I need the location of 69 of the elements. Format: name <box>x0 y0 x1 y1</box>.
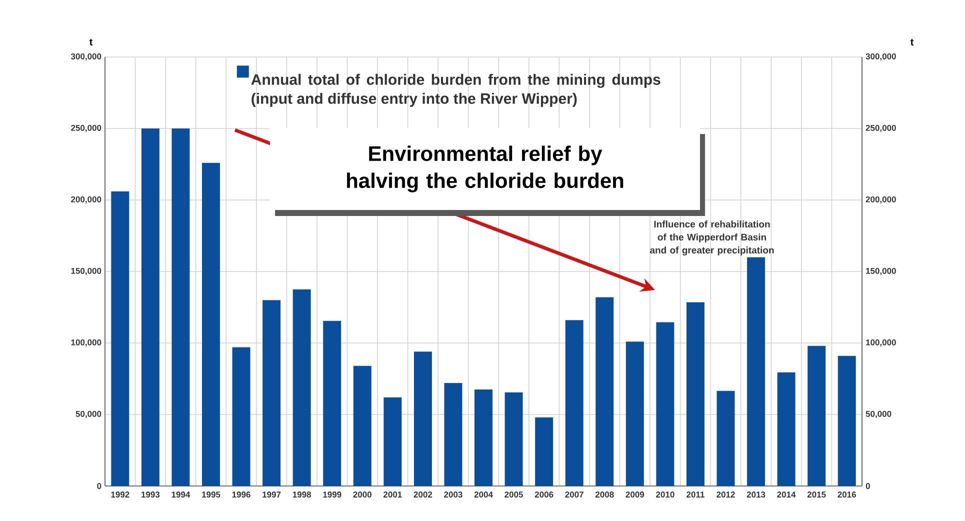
bar <box>444 383 462 486</box>
bar <box>626 342 644 486</box>
bar <box>716 390 735 486</box>
annotation: Influence of rehabilitation of the Wipperdorf Basin and of greater precipitation <box>650 220 774 256</box>
x-tick-label: 2008 <box>595 492 614 498</box>
bar <box>474 389 493 486</box>
bar <box>596 297 614 486</box>
bar <box>565 320 584 486</box>
y2-tick-label: 100,000 <box>866 339 896 347</box>
annotation: Environmental relief by halving the chloride burden <box>347 146 624 192</box>
x-tick-label: 1992 <box>111 492 130 498</box>
x-tick-label: 1993 <box>141 492 160 498</box>
x-tick-label: 2016 <box>838 492 856 498</box>
x-tick-label: 2006 <box>534 492 554 498</box>
y-tick-label: 250,000 <box>71 124 102 132</box>
bar <box>323 320 342 486</box>
y-axis-title: t <box>89 38 93 46</box>
bar <box>504 392 523 486</box>
bar <box>777 372 796 486</box>
x-tick-label: 2014 <box>777 492 796 498</box>
legend-label: Annual total of chloride burden from the mining dumps (input and diffuse entry into the River Wipper) <box>251 74 660 107</box>
bar <box>292 289 311 486</box>
x-tick-label: 1999 <box>323 492 342 498</box>
bar <box>686 302 704 486</box>
bar <box>838 356 856 486</box>
bar <box>111 191 130 486</box>
x-tick-label: 2002 <box>414 492 432 498</box>
x-tick-label: 1996 <box>232 492 250 498</box>
x-tick-label: 2007 <box>565 492 584 498</box>
bar <box>535 417 554 486</box>
y2-tick-label: 50,000 <box>866 410 892 418</box>
y2-tick-label: 250,000 <box>866 124 896 132</box>
x-tick-label: 1995 <box>202 492 220 498</box>
x-tick-label: 2009 <box>626 492 644 498</box>
x-tick-label: 2003 <box>444 492 462 498</box>
bar <box>141 128 160 486</box>
y-tick-label: 100,000 <box>71 339 102 347</box>
bar <box>353 366 372 486</box>
x-tick-label: 2000 <box>353 492 372 498</box>
bar <box>202 162 220 486</box>
x-tick-label: 2010 <box>656 492 674 498</box>
x-tick-label: 1998 <box>292 492 312 498</box>
bar <box>172 128 190 486</box>
bar <box>232 347 250 486</box>
x-tick-label: 2012 <box>716 492 735 498</box>
x-tick-label: 2001 <box>384 492 402 498</box>
bar <box>656 322 674 486</box>
y-tick-label: 200,000 <box>71 196 102 204</box>
x-tick-label: 1997 <box>262 492 281 498</box>
bar <box>384 397 402 486</box>
bar <box>747 257 766 486</box>
x-tick-label: 2004 <box>474 492 493 498</box>
x-tick-label: 2005 <box>504 492 523 498</box>
bar <box>262 300 281 486</box>
y-tick-label: 300,000 <box>70 53 102 61</box>
bar <box>808 346 826 486</box>
y2-tick-label: 150,000 <box>866 268 896 276</box>
x-tick-label: 1994 <box>172 492 190 498</box>
x-tick-label: 2013 <box>746 492 766 498</box>
y2-tick-label: 200,000 <box>866 196 896 204</box>
y2-tick-label: 0 <box>866 482 870 490</box>
y2-tick-label: 300,000 <box>866 53 896 61</box>
y2-axis-title: t <box>910 38 914 46</box>
y-tick-label: 50,000 <box>76 410 102 418</box>
y-tick-label: 0 <box>97 482 102 490</box>
y-tick-label: 150,000 <box>71 268 102 276</box>
x-tick-label: 2011 <box>686 492 704 498</box>
bar <box>414 352 432 486</box>
x-tick-label: 2015 <box>807 492 826 498</box>
